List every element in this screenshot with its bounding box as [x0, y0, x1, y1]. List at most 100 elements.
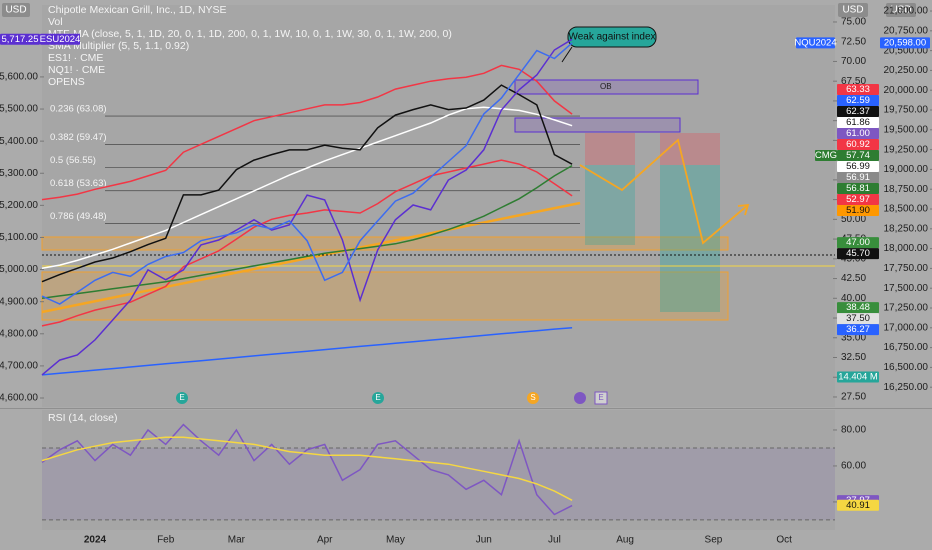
event-marker[interactable] — [372, 392, 384, 404]
price-label-bg — [837, 84, 879, 96]
y-tick-label: 20,000.00 — [884, 85, 929, 96]
x-tick-label: Apr — [317, 535, 333, 546]
series-line — [41, 84, 573, 283]
y-tick-label: 19,750.00 — [884, 105, 929, 116]
price-label-bg — [837, 106, 879, 118]
x-tick-label: Feb — [157, 535, 175, 546]
callout-text: Weak against index — [568, 32, 655, 43]
x-tick-label: Aug — [616, 535, 634, 546]
y-tick-label: 5,200.00 — [0, 200, 38, 211]
projection-path — [579, 138, 749, 245]
y-tick-label: 5,300.00 — [0, 168, 38, 179]
legend-line: NQ1! · CME — [48, 64, 105, 76]
y-tick-label: 5,500.00 — [0, 104, 38, 115]
event-marker[interactable] — [527, 392, 539, 404]
y-tick-label: 4,600.00 — [0, 393, 38, 404]
series-line — [41, 436, 573, 501]
y-tick-label: 17,500.00 — [884, 283, 929, 294]
price-label-bg — [837, 95, 879, 107]
series-line — [41, 38, 573, 376]
rsi-title: RSI (14, close) — [48, 412, 117, 424]
y-tick-label: 72.50 — [841, 36, 866, 47]
price-label: 52.97 — [846, 194, 870, 205]
price-label-bg — [837, 237, 879, 249]
y-tick-label: 18,500.00 — [884, 204, 929, 215]
legend-line: SMA Multiplier (5, 5, 1.1, 0.92) — [48, 40, 189, 52]
event-marker[interactable] — [594, 391, 608, 405]
event-marker[interactable] — [176, 392, 188, 404]
y-tick-label: 19,500.00 — [884, 124, 929, 135]
legend-title: Chipotle Mexican Grill, Inc., 1D, NYSE — [48, 4, 227, 16]
currency-box — [2, 3, 30, 17]
fib-label: 0.236 (63.08) — [50, 104, 107, 115]
price-label-bg — [837, 302, 879, 314]
event-label: E — [598, 393, 603, 402]
y-tick-label: 75.00 — [841, 17, 866, 28]
rsi-label: 40.91 — [846, 500, 870, 511]
y-tick-label: 32.50 — [841, 352, 866, 363]
price-label-bg — [837, 172, 879, 184]
series-line — [41, 423, 573, 516]
y-tick-label: 17,000.00 — [884, 322, 929, 333]
es-tag-bg — [40, 33, 80, 45]
reward-box — [585, 165, 635, 245]
y-tick-label: 20,500.00 — [884, 45, 929, 56]
price-label: 56.81 — [846, 183, 870, 194]
price-label: 37.50 — [846, 313, 870, 324]
price-label: 56.99 — [846, 161, 870, 172]
y-tick-label: 5,100.00 — [0, 232, 38, 243]
x-tick-label: Sep — [705, 535, 723, 546]
price-label: 60.92 — [846, 139, 870, 150]
currency: USD — [890, 5, 911, 16]
nq-tag-bg — [796, 37, 835, 49]
event-label: S — [530, 393, 535, 402]
y-tick-label: 17,750.00 — [884, 263, 929, 274]
series-line — [41, 64, 573, 201]
price-label: 61.86 — [846, 117, 870, 128]
price-label: 47.00 — [846, 237, 870, 248]
currency: USD — [5, 5, 26, 16]
series-line — [41, 42, 573, 305]
event-marker[interactable] — [574, 392, 586, 404]
y-tick-label: 21,000.00 — [884, 6, 929, 17]
y-tick-label: 27.50 — [841, 392, 866, 403]
y-tick-label: 20,750.00 — [884, 25, 929, 36]
event-label: E — [179, 393, 184, 402]
y-tick-label: 40.00 — [841, 293, 866, 304]
es-tag: ESU2024 — [40, 34, 81, 45]
series-line — [41, 164, 573, 300]
x-tick-label: Jul — [548, 535, 561, 546]
currency-box — [886, 3, 916, 17]
y-tick-label: 80.00 — [841, 425, 866, 436]
price-label: 62.37 — [846, 106, 870, 117]
y-tick-label: 42.50 — [841, 273, 866, 284]
cmg-tag: CMG — [815, 150, 837, 161]
fib-label: 0.618 (53.63) — [50, 178, 107, 189]
series-line — [41, 106, 573, 270]
price-label: 56.91 — [846, 172, 870, 183]
series-line — [41, 326, 573, 376]
y-tick-label: 19,000.00 — [884, 164, 929, 175]
y-tick-label: 70.00 — [841, 56, 866, 67]
es-price: 5,717.25 — [2, 34, 39, 45]
volume-label-bg — [837, 371, 879, 383]
y-tick-label: 5,400.00 — [0, 136, 38, 147]
price-label-bg — [837, 117, 879, 129]
fib-label: 0.786 (49.48) — [50, 211, 107, 222]
price-label: 38.48 — [846, 302, 870, 313]
ob-label: OB — [600, 82, 612, 91]
price-label: 63.33 — [846, 84, 870, 95]
currency-box — [838, 3, 868, 17]
trend-line — [41, 201, 581, 314]
x-tick-label: Jun — [476, 535, 492, 546]
y-tick-label: 18,750.00 — [884, 184, 929, 195]
x-tick-label: 2024 — [84, 535, 107, 546]
callout — [567, 26, 657, 48]
price-label-bg — [837, 324, 879, 336]
price-label-bg — [837, 183, 879, 195]
price-label: 36.27 — [846, 324, 870, 335]
cmg-price-bg — [837, 150, 879, 162]
ob-box — [514, 117, 681, 133]
